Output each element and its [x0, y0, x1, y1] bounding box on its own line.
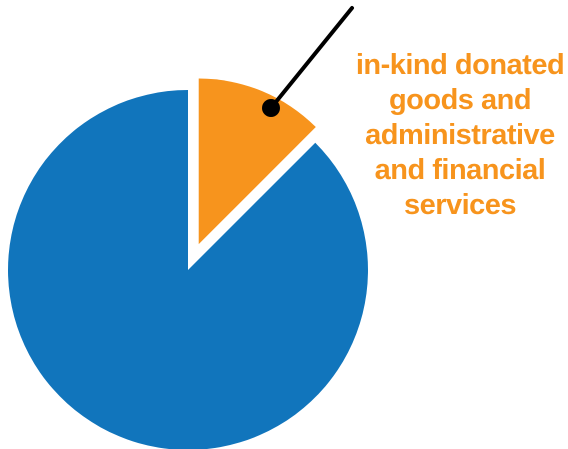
annotation-line-5: services — [403, 189, 517, 221]
annotation-line-3: administrative — [365, 119, 555, 151]
slice-annotation-label: in-kind donated goods and administrative… — [350, 48, 568, 223]
annotation-pointer-line — [269, 6, 354, 110]
annotation-line-2: goods and — [388, 84, 532, 116]
annotation-line-1: in-kind donated — [355, 49, 565, 81]
pie-slice-main — [8, 90, 368, 449]
annotation-line-4: and financial — [374, 154, 546, 186]
annotation-pointer-dot — [262, 99, 280, 117]
pie-slice-in-kind-services — [198, 78, 316, 245]
